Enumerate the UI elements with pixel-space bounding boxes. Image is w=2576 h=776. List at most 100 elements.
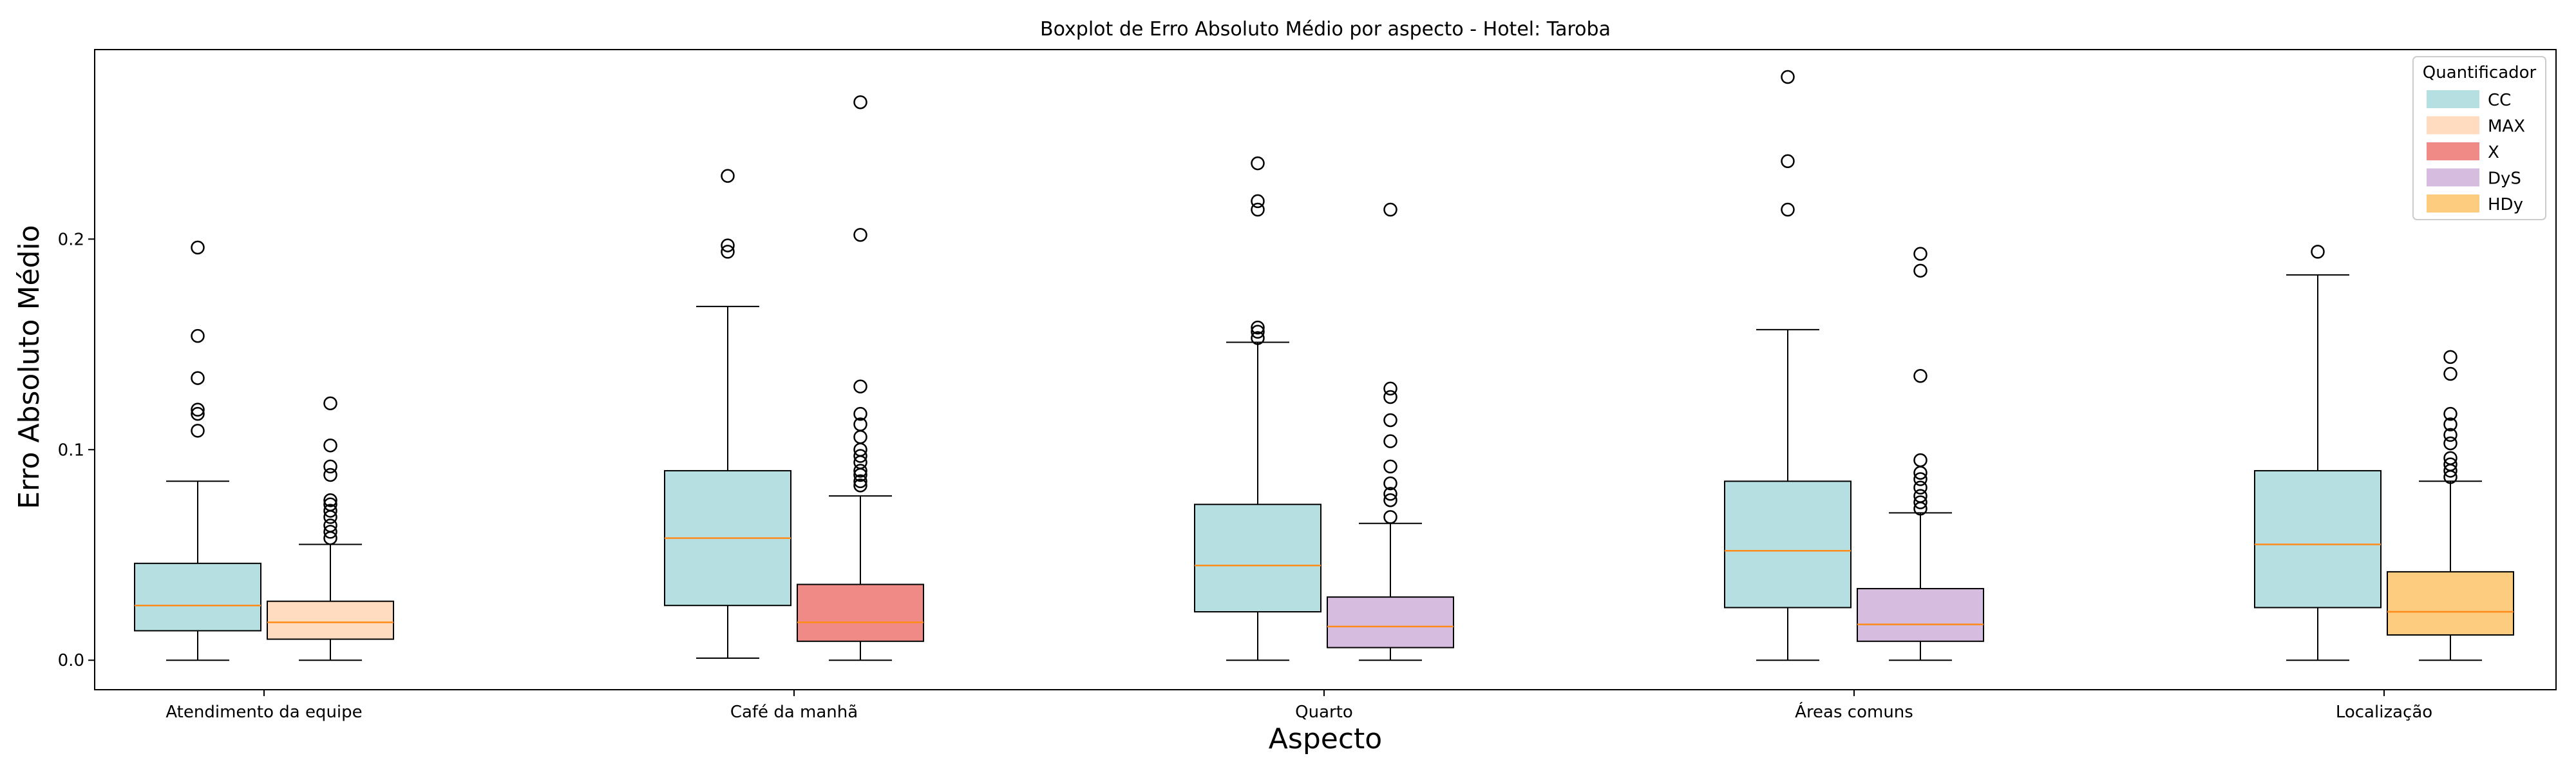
outlier-point bbox=[1383, 476, 1397, 491]
box-atendimento-da-equipe-cc bbox=[134, 240, 261, 661]
outlier-point bbox=[1383, 487, 1397, 501]
y-tick-label: 0.2 bbox=[58, 230, 84, 249]
outlier-point bbox=[191, 328, 205, 343]
outlier-point bbox=[323, 438, 337, 453]
box-quarto-cc bbox=[1194, 156, 1321, 661]
outlier-point bbox=[191, 406, 205, 421]
outlier-point bbox=[853, 478, 867, 493]
box-quarto-dys bbox=[1327, 202, 1454, 661]
outlier-point bbox=[2443, 457, 2458, 471]
box-caf-da-manh--cc bbox=[664, 169, 791, 659]
legend-title: Quantificador bbox=[2423, 63, 2537, 82]
outlier-point bbox=[323, 468, 337, 482]
legend-label-hdy: HDy bbox=[2488, 195, 2523, 214]
x-tick-label: Localização bbox=[2336, 703, 2432, 722]
box-localiza-o-hdy bbox=[2387, 350, 2514, 661]
outlier-point bbox=[2443, 417, 2458, 431]
outlier-point bbox=[1251, 156, 1265, 171]
legend-swatch-x bbox=[2427, 142, 2479, 160]
chart-title: Boxplot de Erro Absoluto Médio por aspec… bbox=[1040, 18, 1611, 41]
x-tick-label: Atendimento da equipe bbox=[166, 703, 362, 722]
outlier-point bbox=[853, 379, 867, 393]
plot-area: 0.0 0.1 0.2 Atendimento da equipe Café da ma… bbox=[58, 70, 2514, 722]
outlier-point bbox=[853, 95, 867, 109]
box--reas-comuns-dys bbox=[1857, 247, 1984, 661]
x-tick-label: Áreas comuns bbox=[1795, 701, 1913, 722]
box-iqr bbox=[267, 600, 394, 640]
outlier-point bbox=[323, 396, 337, 411]
outlier-point bbox=[853, 474, 867, 489]
outlier-point bbox=[1781, 154, 1795, 169]
box-caf-da-manh--x bbox=[797, 95, 924, 661]
outlier-point bbox=[2443, 436, 2458, 451]
legend-swatch-max bbox=[2427, 116, 2479, 135]
outlier-point bbox=[1913, 480, 1927, 495]
box-iqr bbox=[1327, 596, 1454, 648]
outlier-point bbox=[1781, 202, 1795, 217]
box-atendimento-da-equipe-max bbox=[267, 396, 394, 661]
legend: Quantificador CC MAX X DyS HDy bbox=[2412, 56, 2546, 220]
x-axis-label: Aspecto bbox=[1269, 723, 1382, 755]
outlier-point bbox=[2443, 350, 2458, 364]
legend-swatch-cc bbox=[2427, 90, 2479, 108]
outlier-point bbox=[1913, 247, 1927, 261]
outlier-point bbox=[323, 525, 337, 539]
outlier-point bbox=[2311, 245, 2325, 259]
y-tick-label: 0.0 bbox=[58, 651, 84, 670]
box-iqr bbox=[1724, 480, 1852, 609]
outlier-point bbox=[1913, 369, 1927, 383]
y-tick-label: 0.1 bbox=[58, 440, 84, 460]
outlier-point bbox=[1913, 489, 1927, 503]
outlier-point bbox=[323, 493, 337, 507]
outlier-point bbox=[1251, 320, 1265, 335]
box--reas-comuns-cc bbox=[1724, 70, 1852, 661]
outlier-point bbox=[2443, 406, 2458, 421]
outlier-point bbox=[1913, 263, 1927, 278]
outlier-point bbox=[721, 169, 735, 183]
y-axis-label: Erro Absoluto Médio bbox=[13, 225, 46, 509]
outlier-point bbox=[1383, 510, 1397, 524]
outlier-point bbox=[191, 371, 205, 385]
outlier-point bbox=[1251, 331, 1265, 345]
plot-frame bbox=[94, 49, 2557, 690]
box-iqr bbox=[2387, 571, 2514, 636]
x-tick-label: Café da manhã bbox=[730, 703, 858, 722]
outlier-point bbox=[191, 240, 205, 255]
outlier-point bbox=[1383, 493, 1397, 507]
outlier-point bbox=[1383, 459, 1397, 474]
outlier-point bbox=[853, 449, 867, 463]
outlier-point bbox=[323, 504, 337, 518]
box-iqr bbox=[134, 562, 261, 632]
outlier-point bbox=[1913, 453, 1927, 468]
outlier-point bbox=[853, 227, 867, 242]
outlier-point bbox=[1913, 495, 1927, 509]
outlier-point bbox=[191, 424, 205, 438]
outlier-point bbox=[1251, 325, 1265, 339]
outlier-point bbox=[191, 402, 205, 417]
outlier-point bbox=[853, 430, 867, 444]
outlier-point bbox=[853, 464, 867, 478]
outlier-point bbox=[2443, 451, 2458, 466]
outlier-point bbox=[1383, 381, 1397, 396]
box-localiza-o-cc bbox=[2254, 245, 2382, 661]
outlier-point bbox=[323, 459, 337, 474]
outlier-point bbox=[1383, 434, 1397, 448]
box-iqr bbox=[797, 583, 924, 642]
outlier-point bbox=[1383, 413, 1397, 428]
outlier-point bbox=[853, 417, 867, 431]
box-iqr bbox=[2254, 469, 2382, 609]
outlier-point bbox=[1251, 202, 1265, 217]
outlier-point bbox=[1383, 202, 1397, 217]
legend-label-max: MAX bbox=[2488, 117, 2525, 137]
outlier-point bbox=[721, 238, 735, 252]
outlier-point bbox=[1383, 390, 1397, 404]
x-tick-label: Quarto bbox=[1295, 703, 1353, 722]
outlier-point bbox=[2443, 428, 2458, 442]
box-iqr bbox=[1194, 504, 1321, 613]
legend-label-dys: DyS bbox=[2488, 169, 2521, 189]
box-iqr bbox=[1857, 588, 1984, 642]
outlier-point bbox=[1913, 472, 1927, 486]
legend-label-cc: CC bbox=[2488, 91, 2511, 110]
